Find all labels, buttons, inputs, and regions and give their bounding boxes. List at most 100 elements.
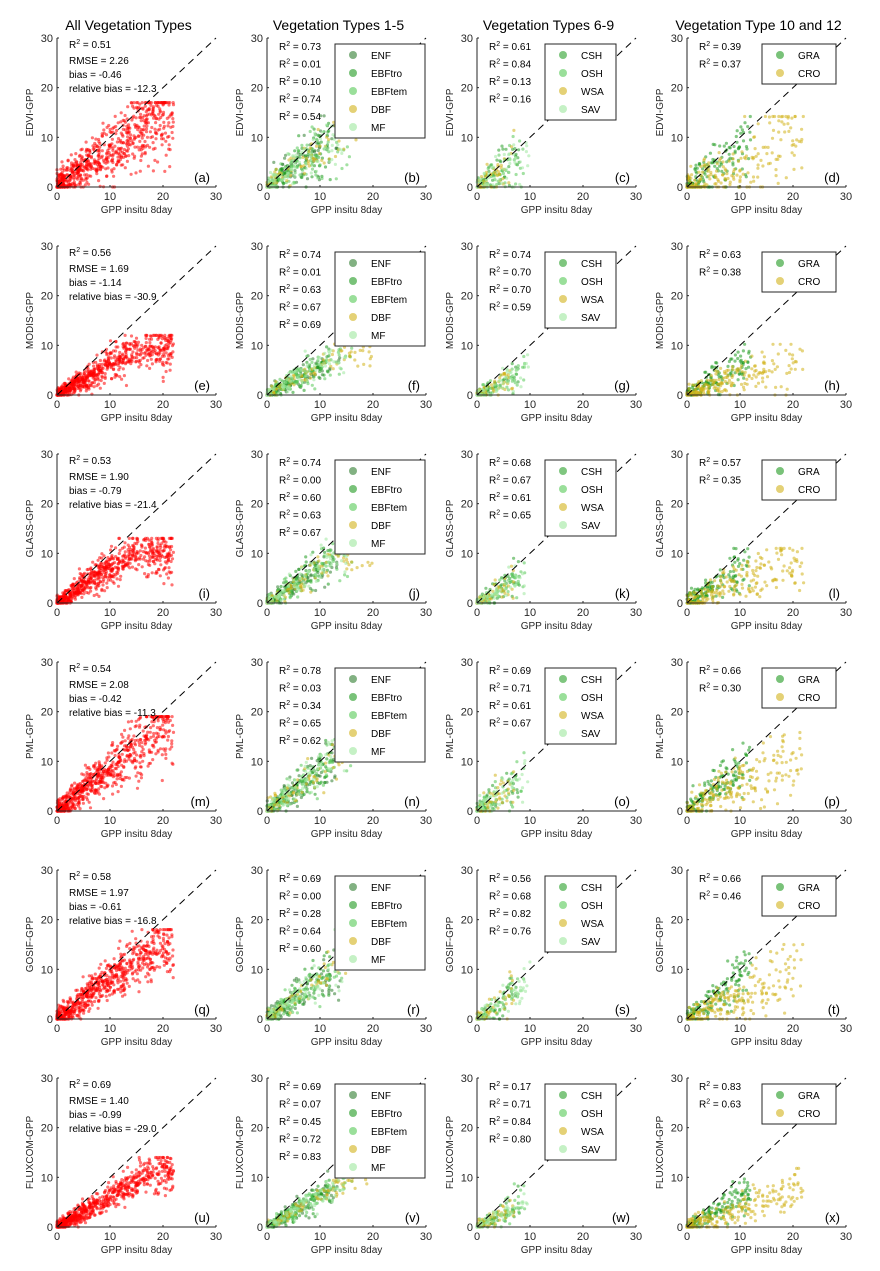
- point-ENF: [319, 114, 323, 118]
- point-all: [105, 581, 109, 585]
- point-EBFtro: [325, 345, 329, 349]
- point-all: [148, 366, 152, 370]
- y-tick-label: 30: [461, 33, 473, 45]
- point-all: [129, 101, 133, 105]
- point-GRA: [747, 365, 751, 369]
- point-all: [155, 571, 159, 575]
- point-EBFtem: [279, 162, 283, 166]
- legend-label: DBF: [371, 313, 391, 324]
- point-CRO: [697, 170, 701, 174]
- r2-symbol: R: [489, 77, 496, 88]
- point-CRO: [788, 352, 792, 356]
- point-DBF: [289, 586, 294, 590]
- point-EBFtem: [345, 574, 350, 579]
- relbias-annotation: relative bias = -12.3: [69, 84, 157, 95]
- point-CRO: [743, 359, 748, 363]
- point-MF: [324, 123, 329, 127]
- point-CRO: [719, 366, 723, 370]
- r2-equals: =: [290, 320, 301, 331]
- point-all: [121, 134, 125, 138]
- point-all: [90, 136, 94, 140]
- point-DBF: [311, 157, 315, 161]
- y-axis-label: MODIS-GPP: [655, 292, 666, 350]
- point-all: [149, 103, 153, 107]
- point-WSA: [497, 172, 501, 176]
- point-all: [62, 597, 66, 601]
- point-all: [65, 389, 70, 393]
- point-EBFtem: [326, 140, 330, 144]
- point-all: [101, 371, 105, 375]
- point-ENF: [305, 177, 310, 181]
- point-SAV: [503, 376, 507, 380]
- r2-equals: =: [500, 303, 511, 314]
- point-CRO: [776, 181, 780, 185]
- r2-value: 0.74: [302, 95, 322, 106]
- point-DBF: [289, 156, 293, 160]
- point-all: [148, 130, 152, 134]
- x-tick-label: 10: [104, 191, 116, 203]
- bias-value: -1.14: [99, 278, 122, 289]
- point-GRA: [736, 378, 740, 382]
- RMSE-value: 1.69: [109, 264, 129, 275]
- point-all: [157, 568, 161, 572]
- r2-symbol: R: [279, 303, 286, 314]
- point-EBFtro: [323, 165, 328, 169]
- y-tick-label: 0: [47, 182, 53, 194]
- point-all: [153, 558, 157, 562]
- y-tick-label: 30: [671, 241, 683, 253]
- point-all: [100, 552, 104, 556]
- point-GRA: [739, 125, 743, 129]
- point-all: [101, 583, 105, 587]
- RMSE-label: RMSE =: [69, 472, 109, 483]
- point-EBFtem: [310, 383, 314, 387]
- point-DBF: [314, 144, 319, 148]
- legend-marker: [559, 69, 567, 77]
- point-all: [87, 182, 91, 186]
- point-SAV: [508, 161, 512, 166]
- point-SAV: [499, 378, 503, 382]
- point-all: [105, 586, 109, 590]
- point-all: [80, 155, 84, 159]
- point-OSH: [486, 166, 490, 171]
- point-MF: [337, 147, 341, 151]
- point-all: [110, 137, 114, 141]
- point-SAV: [495, 388, 499, 392]
- point-all: [112, 125, 116, 129]
- r2-equals: =: [290, 303, 301, 314]
- point-all: [140, 101, 144, 105]
- y-axis-label: MODIS-GPP: [445, 292, 456, 350]
- r2-annotation: R2 = 0.54: [279, 111, 321, 123]
- point-all: [134, 336, 139, 340]
- point-all: [134, 359, 138, 363]
- r2-value: 0.73: [302, 42, 322, 53]
- point-all: [150, 125, 154, 130]
- point-all: [99, 155, 104, 160]
- point-all: [169, 553, 174, 557]
- point-DBF: [317, 151, 321, 156]
- point-all: [167, 333, 171, 337]
- point-all: [116, 159, 121, 163]
- r2-superscript: 2: [496, 94, 500, 101]
- point-all: [58, 594, 62, 599]
- point-EBFtem: [334, 177, 338, 181]
- point-CRO: [770, 136, 775, 140]
- point-ENF: [322, 114, 326, 118]
- point-all: [79, 579, 83, 583]
- point-all: [144, 119, 148, 123]
- legend-marker: [559, 51, 567, 59]
- r2-equals: =: [710, 42, 721, 53]
- point-SAV: [509, 370, 513, 374]
- bias-annotation: bias = -1.14: [69, 278, 122, 289]
- point-ENF: [302, 133, 306, 137]
- point-all: [156, 160, 160, 164]
- point-CRO: [756, 122, 760, 126]
- point-all: [143, 555, 147, 559]
- point-all: [65, 173, 69, 177]
- point-all: [113, 114, 117, 118]
- point-all: [143, 572, 147, 576]
- r2-annotation: R2 = 0.67: [279, 302, 321, 314]
- point-SAV: [493, 383, 497, 387]
- point-EBFtro: [300, 175, 304, 180]
- point-SAV: [501, 167, 505, 171]
- point-all: [169, 548, 173, 552]
